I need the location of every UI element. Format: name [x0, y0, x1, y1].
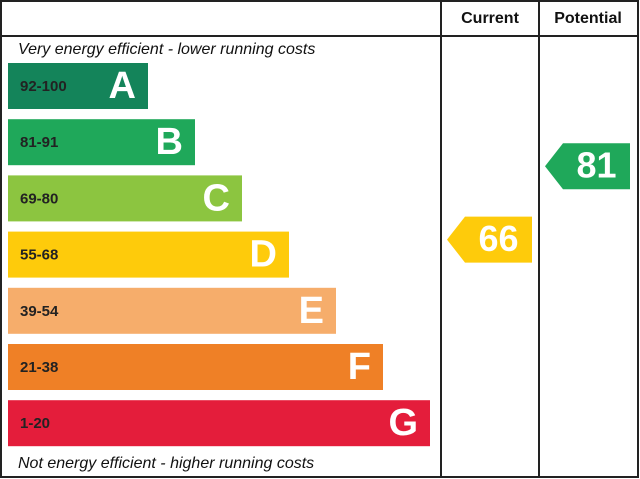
potential-arrow	[545, 143, 630, 190]
band-letter: D	[250, 234, 277, 276]
band-bar	[8, 63, 148, 109]
current-value: 66	[478, 218, 518, 259]
current-header: Current	[461, 10, 519, 27]
band-range: 81-91	[20, 134, 58, 151]
band-bar	[8, 344, 383, 390]
band-letter: E	[299, 290, 324, 332]
band-range: 69-80	[20, 190, 58, 207]
current-arrow	[447, 216, 532, 263]
band-letter: G	[388, 402, 418, 444]
potential-value: 81	[576, 145, 616, 186]
potential-header: Potential	[554, 10, 622, 27]
top-note: Very energy efficient - lower running co…	[18, 41, 315, 58]
band-bar	[8, 287, 336, 334]
band-letter: C	[203, 177, 230, 219]
band-bar	[8, 400, 430, 447]
band-range: 55-68	[20, 247, 58, 264]
band-letter: B	[156, 121, 183, 163]
bottom-note: Not energy efficient - higher running co…	[18, 455, 314, 472]
band-range: 39-54	[20, 303, 59, 320]
band-range: 1-20	[20, 415, 50, 432]
band-range: 21-38	[20, 359, 58, 376]
band-range: 92-100	[20, 78, 67, 95]
band-bar	[8, 119, 195, 166]
band-bar	[8, 231, 289, 278]
band-letter: F	[348, 346, 371, 388]
band-bar	[8, 175, 242, 222]
band-letter: A	[109, 65, 136, 107]
